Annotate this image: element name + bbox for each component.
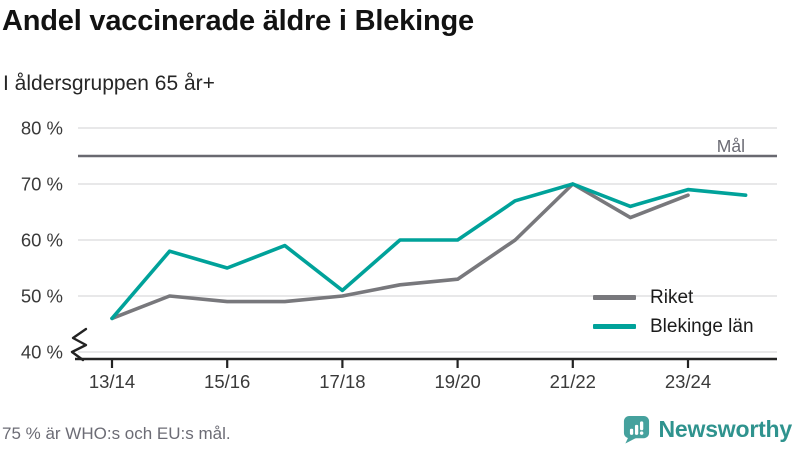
chart-title: Andel vaccinerade äldre i Blekinge bbox=[2, 5, 474, 37]
series-line-riket bbox=[110, 182, 690, 321]
riket-line-swatch bbox=[593, 295, 636, 300]
footnote: 75 % är WHO:s och EU:s mål. bbox=[2, 424, 231, 443]
y-tick-label: 60 % bbox=[21, 230, 63, 251]
y-axis-break bbox=[70, 327, 88, 362]
legend-label-riket: Riket bbox=[650, 286, 694, 308]
series-line-blekinge-l-n bbox=[110, 182, 748, 321]
legend-item-blekinge: Blekinge län bbox=[593, 312, 754, 341]
newsworthy-logo: Newsworthy bbox=[622, 414, 792, 445]
legend-label-blekinge: Blekinge län bbox=[650, 315, 754, 337]
y-tick-label: 40 % bbox=[21, 342, 63, 363]
blekinge-line-swatch bbox=[593, 324, 636, 329]
y-tick-label: 50 % bbox=[21, 286, 63, 307]
chart-legend: Riket Blekinge län bbox=[593, 283, 754, 341]
x-tick-label: 23/24 bbox=[665, 371, 711, 392]
goal-line-label: Mål bbox=[716, 136, 745, 156]
x-tick-label: 19/20 bbox=[434, 371, 480, 392]
chart-subtitle: I åldersgruppen 65 år+ bbox=[3, 72, 215, 95]
newsworthy-wordmark: Newsworthy bbox=[658, 416, 793, 442]
x-tick-label: 15/16 bbox=[204, 371, 250, 392]
legend-item-riket: Riket bbox=[593, 283, 754, 312]
y-tick-label: 70 % bbox=[21, 174, 63, 195]
y-tick-label: 80 % bbox=[21, 118, 63, 139]
x-tick-label: 13/14 bbox=[89, 371, 135, 392]
x-tick-label: 21/22 bbox=[550, 371, 596, 392]
x-tick-label: 17/18 bbox=[319, 371, 365, 392]
newsworthy-icon bbox=[623, 415, 649, 444]
